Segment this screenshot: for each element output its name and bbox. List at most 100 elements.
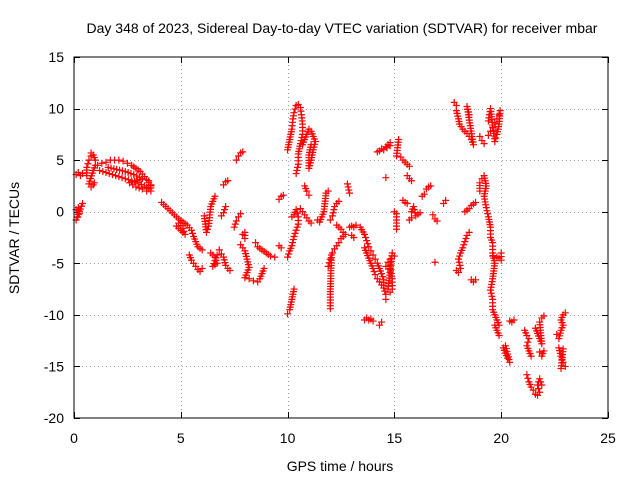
data-point bbox=[346, 189, 354, 197]
data-point bbox=[292, 226, 300, 234]
data-point bbox=[213, 251, 221, 259]
data-point bbox=[390, 252, 398, 260]
data-point bbox=[487, 289, 495, 297]
data-point bbox=[285, 250, 293, 258]
data-point bbox=[294, 213, 302, 221]
data-point bbox=[538, 381, 546, 389]
data-point bbox=[382, 295, 390, 303]
data-point bbox=[239, 148, 247, 156]
x-axis-label: GPS time / hours bbox=[287, 458, 394, 474]
data-point bbox=[79, 170, 87, 178]
data-point bbox=[510, 316, 518, 324]
data-point bbox=[83, 163, 91, 171]
data-point bbox=[293, 223, 301, 231]
data-point bbox=[289, 239, 297, 247]
data-point bbox=[482, 204, 490, 212]
data-point bbox=[294, 160, 302, 168]
x-tick-label: 20 bbox=[493, 430, 509, 446]
data-point bbox=[329, 209, 337, 217]
data-point bbox=[99, 167, 107, 175]
data-point bbox=[495, 331, 503, 339]
data-point bbox=[378, 318, 386, 326]
data-point bbox=[427, 182, 435, 190]
data-point bbox=[369, 264, 377, 272]
data-point bbox=[279, 191, 287, 199]
data-point bbox=[267, 252, 275, 260]
data-point bbox=[220, 209, 228, 217]
data-point bbox=[343, 180, 351, 188]
data-point bbox=[284, 253, 292, 261]
data-point bbox=[488, 292, 496, 300]
data-point bbox=[232, 156, 240, 164]
data-point bbox=[84, 160, 92, 168]
data-point bbox=[497, 249, 505, 257]
data-point bbox=[536, 348, 544, 356]
data-point bbox=[226, 267, 234, 275]
data-point bbox=[360, 230, 368, 238]
data-point bbox=[365, 243, 373, 251]
data-point bbox=[221, 206, 229, 214]
data-point bbox=[102, 158, 110, 166]
data-point bbox=[540, 347, 548, 355]
data-point bbox=[487, 286, 495, 294]
data-point bbox=[363, 237, 371, 245]
data-point bbox=[231, 220, 239, 228]
data-point bbox=[456, 261, 464, 269]
data-point bbox=[241, 274, 249, 282]
data-point bbox=[294, 163, 302, 171]
data-point bbox=[198, 264, 206, 272]
data-points bbox=[72, 98, 569, 399]
data-point bbox=[290, 285, 298, 293]
data-point bbox=[198, 246, 206, 254]
y-tick-label: 0 bbox=[56, 204, 64, 220]
data-point bbox=[292, 170, 300, 178]
data-point bbox=[232, 217, 240, 225]
data-point bbox=[211, 192, 219, 200]
data-point bbox=[326, 216, 334, 224]
data-point bbox=[379, 273, 387, 281]
data-point bbox=[433, 217, 441, 225]
data-point bbox=[403, 199, 411, 207]
data-point bbox=[378, 281, 386, 289]
data-point bbox=[483, 207, 491, 215]
data-point bbox=[288, 242, 296, 250]
data-point bbox=[123, 159, 131, 167]
data-point bbox=[442, 196, 450, 204]
y-tick-label: -15 bbox=[44, 358, 64, 374]
chart-title: Day 348 of 2023, Sidereal Day-to-day VTE… bbox=[87, 20, 598, 36]
data-point bbox=[224, 177, 232, 185]
data-point bbox=[124, 176, 132, 184]
data-point bbox=[132, 183, 140, 191]
data-point bbox=[290, 109, 298, 117]
data-point bbox=[138, 185, 146, 193]
data-point bbox=[501, 342, 509, 350]
data-point bbox=[291, 105, 299, 113]
data-point bbox=[472, 276, 480, 284]
data-point bbox=[79, 199, 87, 207]
data-point bbox=[344, 183, 352, 191]
data-point bbox=[337, 235, 345, 243]
data-point bbox=[249, 277, 257, 285]
data-point bbox=[371, 255, 379, 263]
y-tick-label: 5 bbox=[56, 152, 64, 168]
x-tick-label: 10 bbox=[280, 430, 296, 446]
data-point bbox=[93, 161, 101, 169]
data-point bbox=[108, 171, 116, 179]
data-point bbox=[289, 236, 297, 244]
data-point bbox=[465, 228, 473, 236]
data-point bbox=[371, 271, 379, 279]
data-point bbox=[480, 140, 488, 148]
data-point bbox=[291, 229, 299, 237]
data-point bbox=[204, 225, 211, 233]
data-point bbox=[324, 187, 332, 195]
data-point bbox=[288, 213, 296, 221]
x-tick-label: 25 bbox=[600, 430, 616, 446]
data-point bbox=[405, 162, 413, 170]
data-point bbox=[476, 132, 484, 140]
data-point bbox=[535, 385, 543, 393]
data-point bbox=[536, 388, 544, 396]
grid bbox=[74, 57, 608, 418]
data-point bbox=[352, 221, 360, 229]
data-point bbox=[465, 111, 473, 119]
